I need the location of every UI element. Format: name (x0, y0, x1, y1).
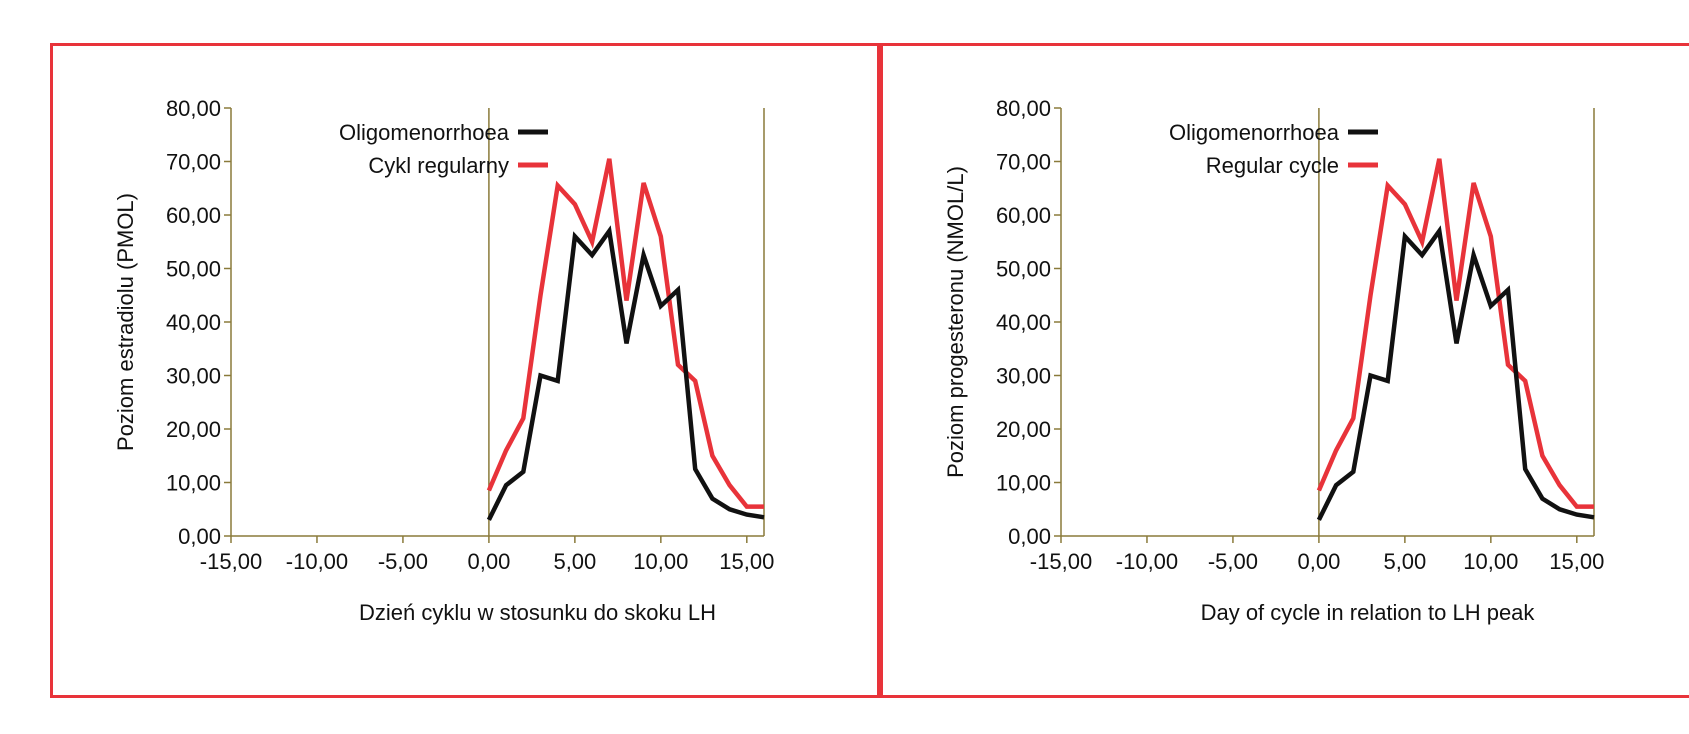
chart-panel-progesterone: 0,00 10,00 20,00 30,00 40,00 50,00 60,00 70,00 8… (880, 43, 1689, 698)
series-line-oligomenorrhoea (1316, 225, 1595, 521)
x-tick-label: 5,00 (1383, 549, 1426, 574)
chart-progesterone: 0,00 10,00 20,00 30,00 40,00 50,00 60,00 70,00 8… (943, 96, 1604, 625)
x-tick-label: -5,00 (1208, 549, 1258, 574)
x-tick-label: 15,00 (1549, 549, 1604, 574)
x-tick-label: 10,00 (1463, 549, 1518, 574)
y-tick-label: 10,00 (996, 471, 1051, 496)
y-tick-label: 40,00 (996, 310, 1051, 335)
y-tick-label: 70,00 (166, 150, 221, 175)
y-axis-title: Poziom progesteronu (NMOL/L) (943, 166, 968, 478)
y-tick-label: 20,00 (166, 417, 221, 442)
chart-panel-estradiol: 0,00 10,00 20,00 30,00 40,00 50,00 60,00 70,00 8… (50, 43, 880, 698)
y-tick-label: 30,00 (166, 364, 221, 389)
x-tick-label: -10,00 (1116, 549, 1178, 574)
legend-label: Regular cycle (1206, 153, 1339, 178)
y-tick-label: 50,00 (166, 257, 221, 282)
x-tick-label: 15,00 (719, 549, 774, 574)
x-axis-title: Dzień cyklu w stosunku do skoku LH (359, 600, 716, 625)
x-tick-label: 0,00 (467, 549, 510, 574)
y-tick-label: 60,00 (166, 203, 221, 228)
legend-label: Oligomenorrhoea (1169, 120, 1340, 145)
y-tick-label: 40,00 (166, 310, 221, 335)
y-tick-label: 0,00 (1008, 524, 1051, 549)
y-tick-label: 10,00 (166, 471, 221, 496)
y-tick-label: 30,00 (996, 364, 1051, 389)
y-tick-label: 20,00 (996, 417, 1051, 442)
legend-label: Cykl regularny (368, 153, 509, 178)
x-tick-label: -10,00 (286, 549, 348, 574)
series-line-regular-cycle (1316, 158, 1594, 509)
y-tick-label: 70,00 (996, 150, 1051, 175)
x-tick-label: 10,00 (633, 549, 688, 574)
y-tick-label: 80,00 (996, 96, 1051, 121)
y-tick-label: 50,00 (996, 257, 1051, 282)
x-tick-label: -5,00 (378, 549, 428, 574)
x-tick-label: 0,00 (1297, 549, 1340, 574)
x-tick-label: -15,00 (1030, 549, 1092, 574)
series-line-oligomenorrhoea (486, 225, 765, 521)
y-tick-label: 0,00 (178, 524, 221, 549)
legend-label: Oligomenorrhoea (339, 120, 510, 145)
y-tick-label: 80,00 (166, 96, 221, 121)
x-tick-label: -15,00 (200, 549, 262, 574)
y-axis-title: Poziom estradiolu (PMOL) (113, 193, 138, 451)
series-line-regular-cycle (486, 158, 764, 509)
x-axis-title: Day of cycle in relation to LH peak (1201, 600, 1536, 625)
chart-estradiol: 0,00 10,00 20,00 30,00 40,00 50,00 60,00 70,00 8… (113, 96, 774, 625)
y-tick-label: 60,00 (996, 203, 1051, 228)
x-tick-label: 5,00 (553, 549, 596, 574)
